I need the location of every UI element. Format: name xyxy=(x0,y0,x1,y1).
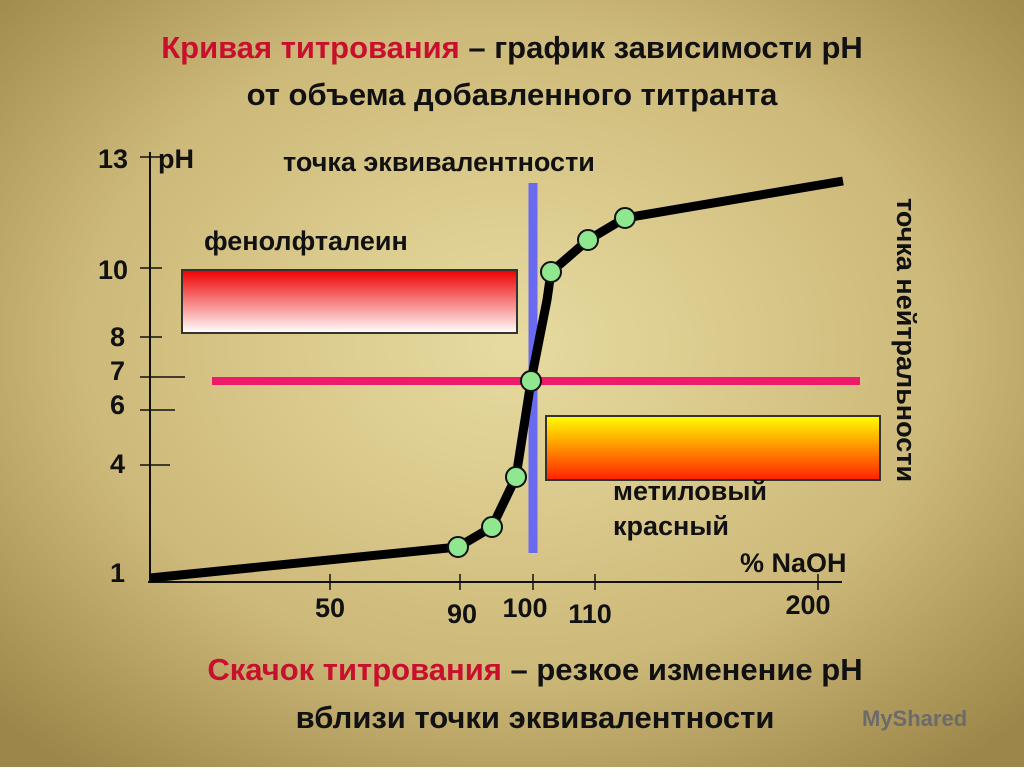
x-tick-label: 200 xyxy=(785,590,830,620)
y-tick-label: 10 xyxy=(98,255,128,285)
indicator-label: метиловый xyxy=(613,476,767,506)
x-axis-label: % NaOH xyxy=(740,548,847,578)
equivalence-label: точка эквивалентности xyxy=(283,147,595,177)
y-tick-label: 4 xyxy=(110,449,125,479)
titration-curve xyxy=(149,176,844,583)
watermark: MyShared xyxy=(862,706,967,731)
indicator-label: красный xyxy=(613,511,729,541)
title-line-1: Кривая титрования – график зависимости p… xyxy=(161,30,863,65)
indicator-label: фенолфталеин xyxy=(204,226,408,256)
y-axis-label: pH xyxy=(158,144,194,174)
curve-points xyxy=(447,207,636,558)
y-tick-label: 7 xyxy=(110,356,125,386)
y-tick-label: 8 xyxy=(110,322,125,352)
methyl-red-range xyxy=(545,415,881,481)
y-ticks xyxy=(140,156,185,466)
footer-line-1: Скачок титрования – резкое изменение pH xyxy=(207,652,862,687)
x-tick-label: 110 xyxy=(568,599,612,629)
x-tick-label: 90 xyxy=(447,599,477,629)
y-tick-label: 1 xyxy=(110,558,125,588)
x-tick-label: 100 xyxy=(502,593,547,623)
title-line-2: от объема добавленного титранта xyxy=(247,77,779,112)
footer-line-2: вблизи точки эквивалентности xyxy=(296,700,775,735)
x-ticks xyxy=(329,574,819,590)
plot: 13 10 8 7 6 4 1 pH 50 90 100 110 200 % N… xyxy=(98,144,921,629)
y-tick-label: 13 xyxy=(98,144,128,174)
x-tick-label: 50 xyxy=(315,593,345,623)
y-tick-label: 6 xyxy=(110,390,125,420)
neutrality-label: точка нейтральности xyxy=(891,198,921,482)
phenolphthalein-range xyxy=(181,269,518,334)
